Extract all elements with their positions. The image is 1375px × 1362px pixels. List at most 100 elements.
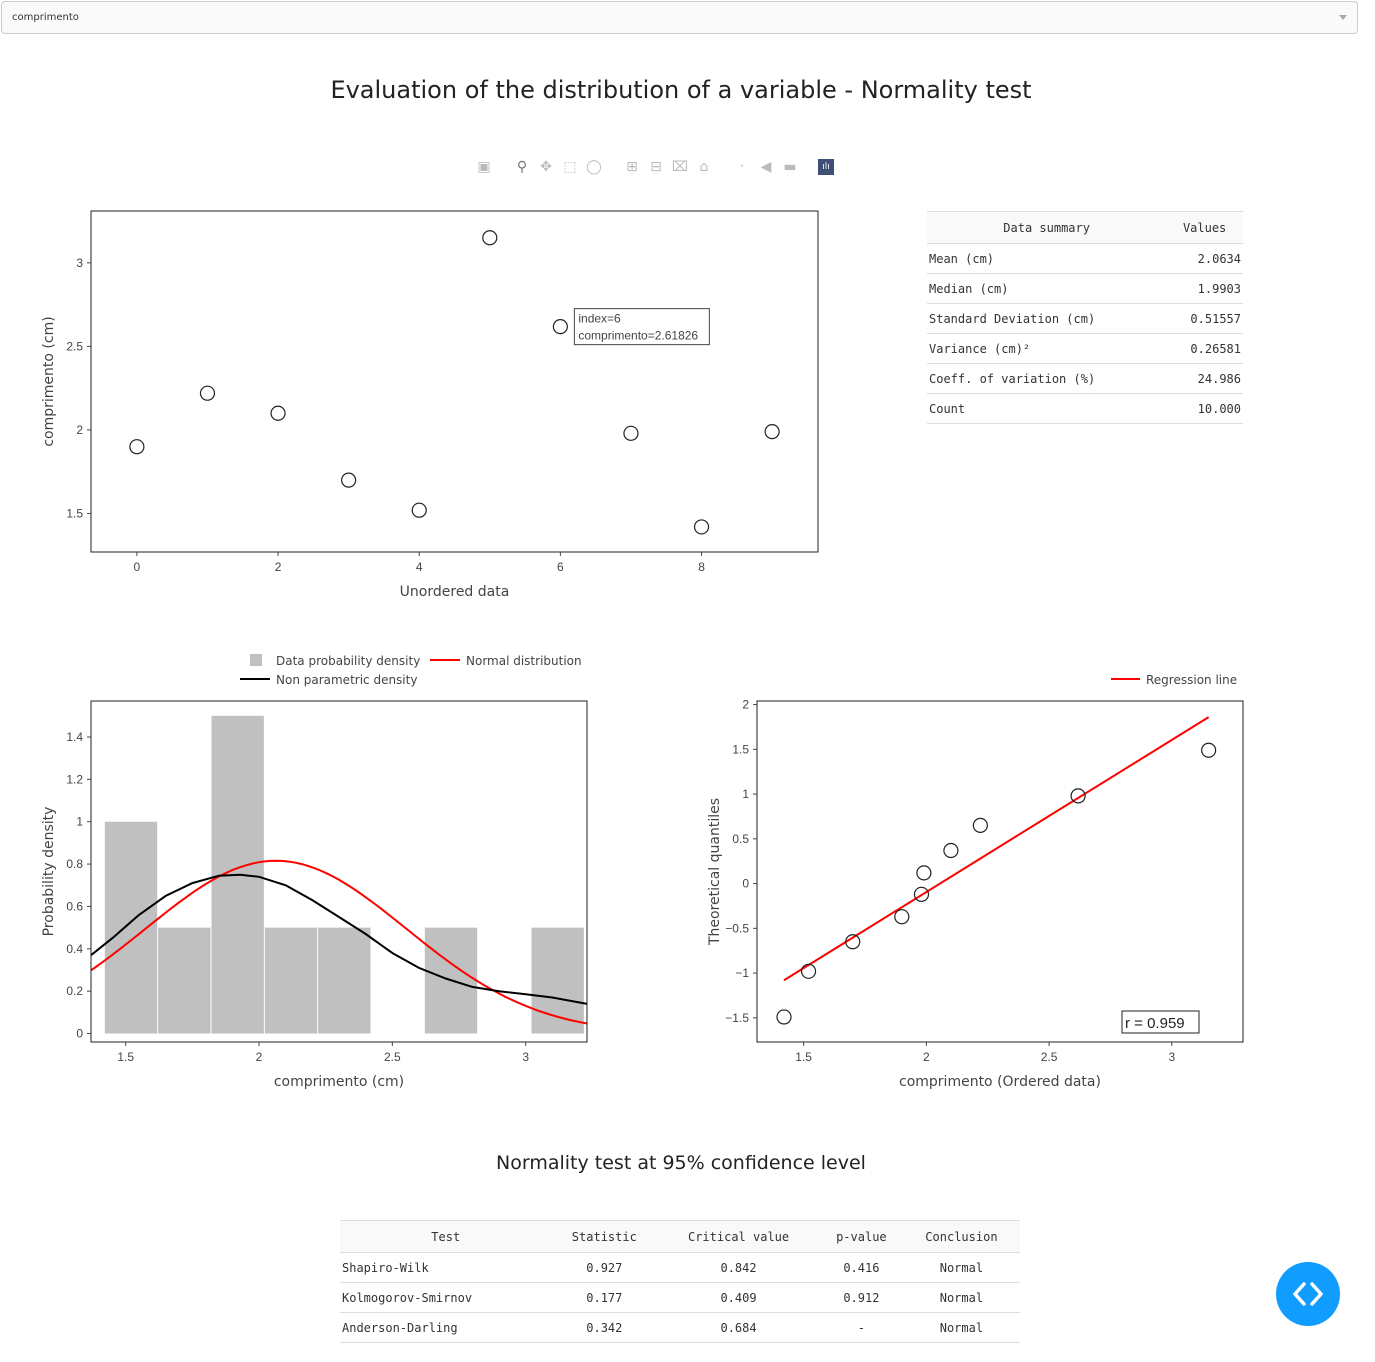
normality-test-table: Test Statistic Critical value p-value Co… [340, 1220, 1020, 1343]
cell-statistic: 0.927 [551, 1252, 658, 1283]
row-value: 24.986 [1166, 363, 1243, 394]
qq-point [916, 865, 932, 881]
row-label: Count [927, 393, 1167, 424]
qq-legend: Regression line [1111, 673, 1237, 687]
table-row: Kolmogorov-Smirnov 0.177 0.409 0.912 Nor… [340, 1282, 1020, 1313]
header-values: Values [1166, 211, 1243, 244]
scatter-chart-unordered[interactable]: 0 2 4 6 8 1.5 2 2.5 3 Unordered data comprimento (… [0, 0, 1375, 620]
legend-label: Data probability density [276, 654, 420, 668]
qq-point [894, 909, 910, 925]
regression-line [783, 716, 1210, 982]
qq-point [800, 963, 817, 979]
zoom-out-icon[interactable]: ⊟ [650, 159, 662, 175]
zoom-in-icon[interactable]: ⊞ [626, 159, 638, 175]
lasso-icon[interactable]: ◯ [586, 159, 602, 175]
x-tick-label: 4 [416, 560, 423, 574]
y-axis-label: Probability density [41, 807, 57, 937]
y-axis-label: Theoretical quantiles [707, 798, 723, 946]
cell-p-value: - [819, 1312, 903, 1343]
annotation-box [1121, 1010, 1200, 1034]
chevron-down-icon[interactable] [1339, 15, 1347, 20]
table-row: Count 10.000 [927, 393, 1243, 424]
legend-swatch-bars [250, 654, 262, 666]
y-tick-label: −0.5 [725, 921, 749, 935]
hover-compare-icon[interactable]: ▬ [783, 159, 797, 175]
data-point [552, 319, 568, 335]
spike-lines-icon[interactable]: ‧ [739, 159, 745, 175]
row-value: 2.0634 [1166, 243, 1243, 274]
row-value: 1.9903 [1166, 273, 1243, 304]
table-row: Coeff. of variation (%) 24.986 [927, 363, 1243, 394]
qq-point [1070, 788, 1086, 804]
data-point [764, 424, 780, 440]
variable-dropdown[interactable]: comprimento [1, 1, 1358, 34]
y-tick-label: 0.5 [732, 832, 749, 846]
y-tick-label: 1.4 [66, 730, 83, 744]
pan-icon[interactable]: ✥ [540, 159, 552, 175]
x-tick-label: 3 [1168, 1050, 1175, 1064]
header-data-summary: Data summary [927, 211, 1167, 244]
tooltip-value: comprimento=2.61826 [578, 329, 698, 343]
qq-point [845, 934, 861, 950]
hover-closest-icon[interactable]: ◀ [760, 159, 772, 175]
x-axis-label: Unordered data [400, 584, 510, 600]
x-tick-label: 2 [923, 1050, 930, 1064]
cell-conclusion: Normal [902, 1282, 1020, 1313]
table-row: Median (cm) 1.9903 [927, 273, 1243, 304]
plotly-logo-icon[interactable]: ılı [818, 159, 834, 175]
y-tick-label: 1.2 [66, 772, 83, 786]
correlation-annotation: r = 0.959 [1121, 1010, 1200, 1034]
tooltip-index: index=6 [578, 312, 621, 326]
y-axis-label: comprimento (cm) [41, 316, 57, 446]
histogram-bar [104, 821, 158, 1034]
y-tick-label: 3 [76, 256, 83, 270]
code-brackets-icon [1293, 1282, 1323, 1306]
x-tick-label: 0 [134, 560, 141, 574]
row-label: Standard Deviation (cm) [927, 303, 1167, 334]
data-point [341, 472, 357, 488]
x-axis-label: comprimento (Ordered data) [899, 1074, 1101, 1090]
row-label: Median (cm) [927, 273, 1167, 304]
non-parametric-density-line [90, 873, 588, 1005]
annotation-text: r = 0.959 [1125, 1015, 1185, 1032]
data-summary-table: Data summary Values Mean (cm) 2.0634 Medi… [927, 211, 1243, 424]
x-tick-label: 1.5 [795, 1050, 812, 1064]
tooltip-box [573, 308, 710, 346]
y-tick-label: 0.8 [66, 857, 83, 871]
row-label: Variance (cm)² [927, 333, 1167, 364]
plot-frame [756, 700, 1244, 1043]
autoscale-icon[interactable]: ⌧ [671, 159, 689, 175]
data-point [199, 385, 216, 401]
table-row: Standard Deviation (cm) 0.51557 [927, 303, 1243, 334]
box-select-icon[interactable]: ⬚ [563, 159, 577, 175]
plot-modebar: ▣ ⚲ ✥ ⬚ ◯ ⊞ ⊟ ⌧ ⌂ ‧ ◀ ▬ ılı [474, 157, 838, 177]
data-point [693, 519, 710, 535]
histogram-bar [264, 927, 318, 1034]
qq-point [913, 886, 930, 902]
row-value: 0.51557 [1166, 303, 1243, 334]
zoom-icon[interactable]: ⚲ [516, 159, 528, 175]
y-tick-label: 1.5 [66, 507, 83, 521]
plot-frame [90, 210, 819, 553]
cell-conclusion: Normal [902, 1252, 1020, 1283]
data-point [623, 425, 639, 441]
histogram-legend: Data probability density Normal distribut… [240, 654, 582, 687]
cell-critical-value: 0.842 [657, 1252, 820, 1283]
reset-axes-icon[interactable]: ⌂ [699, 159, 709, 175]
qq-point [972, 817, 988, 834]
code-toggle-button[interactable] [1276, 1262, 1340, 1326]
x-tick-label: 2 [275, 560, 282, 574]
camera-icon[interactable]: ▣ [477, 159, 491, 175]
header-test: Test [340, 1220, 552, 1253]
normal-distribution-line [90, 859, 588, 1025]
table-row: Anderson-Darling 0.342 0.684 - Normal [340, 1312, 1020, 1343]
x-tick-label: 3 [522, 1050, 529, 1064]
cell-statistic: 0.342 [551, 1312, 658, 1343]
cell-p-value: 0.416 [819, 1252, 903, 1283]
x-axis-label: comprimento (cm) [274, 1074, 404, 1090]
header-p-value: p-value [819, 1220, 903, 1253]
dropdown-value: comprimento [12, 12, 79, 23]
plot-frame [90, 700, 588, 1043]
table-row: Shapiro-Wilk 0.927 0.842 0.416 Normal [340, 1252, 1020, 1283]
